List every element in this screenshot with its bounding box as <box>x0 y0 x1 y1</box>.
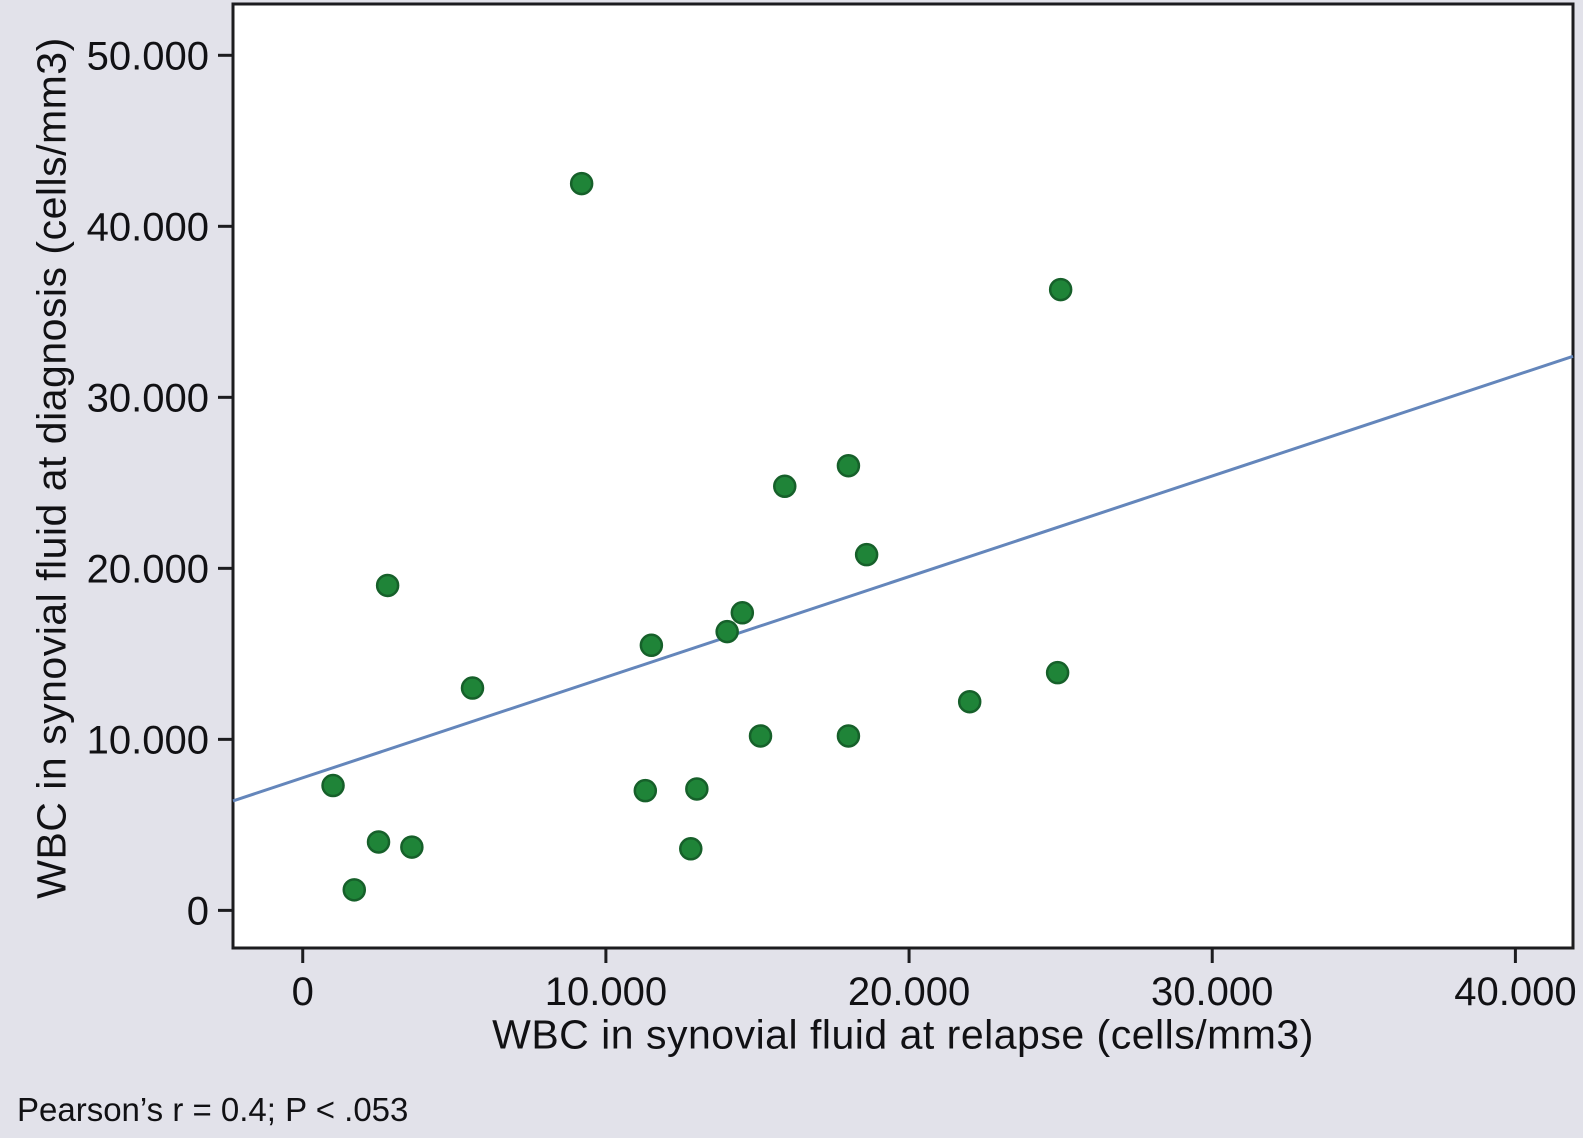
data-point <box>854 542 879 567</box>
pearson-annotation: Pearson’s r = 0.4; P < .053 <box>17 1091 409 1128</box>
y-tick-label: 20.000 <box>87 547 209 591</box>
data-point <box>366 830 391 854</box>
data-point <box>400 835 424 859</box>
x-tick-label: 30.000 <box>1151 970 1273 1014</box>
data-point <box>321 773 345 798</box>
data-point <box>1048 277 1073 302</box>
data-point <box>715 619 739 644</box>
trend-line <box>232 354 1574 803</box>
y-tick-label: 40.000 <box>87 205 209 249</box>
x-tick-label: 40.000 <box>1454 970 1576 1014</box>
y-axis-title: WBC in synovial fluid at diagnosis (cell… <box>28 37 75 899</box>
data-point <box>836 724 861 748</box>
data-point <box>375 573 400 598</box>
data-point <box>342 878 367 902</box>
data-point <box>633 778 658 803</box>
y-tick-label: 50.000 <box>87 34 209 78</box>
y-tick-label: 30.000 <box>87 376 209 420</box>
data-point <box>639 633 664 658</box>
data-point <box>1045 660 1070 685</box>
data-point <box>730 601 755 625</box>
data-point <box>679 837 703 861</box>
x-tick-label: 20.000 <box>848 970 970 1014</box>
data-point <box>836 453 861 478</box>
data-point <box>460 676 485 700</box>
data-point <box>773 474 797 499</box>
x-tick-label: 10.000 <box>545 970 667 1014</box>
x-axis-title: WBC in synovial fluid at relapse (cells/… <box>492 1011 1314 1058</box>
data-point <box>748 724 773 748</box>
y-tick-label: 0 <box>187 889 209 933</box>
data-point <box>957 689 982 714</box>
x-tick-label: 0 <box>292 970 314 1014</box>
y-tick-label: 10.000 <box>87 718 209 762</box>
data-point <box>569 171 594 196</box>
data-point <box>685 777 709 801</box>
plot-area <box>231 2 1575 950</box>
